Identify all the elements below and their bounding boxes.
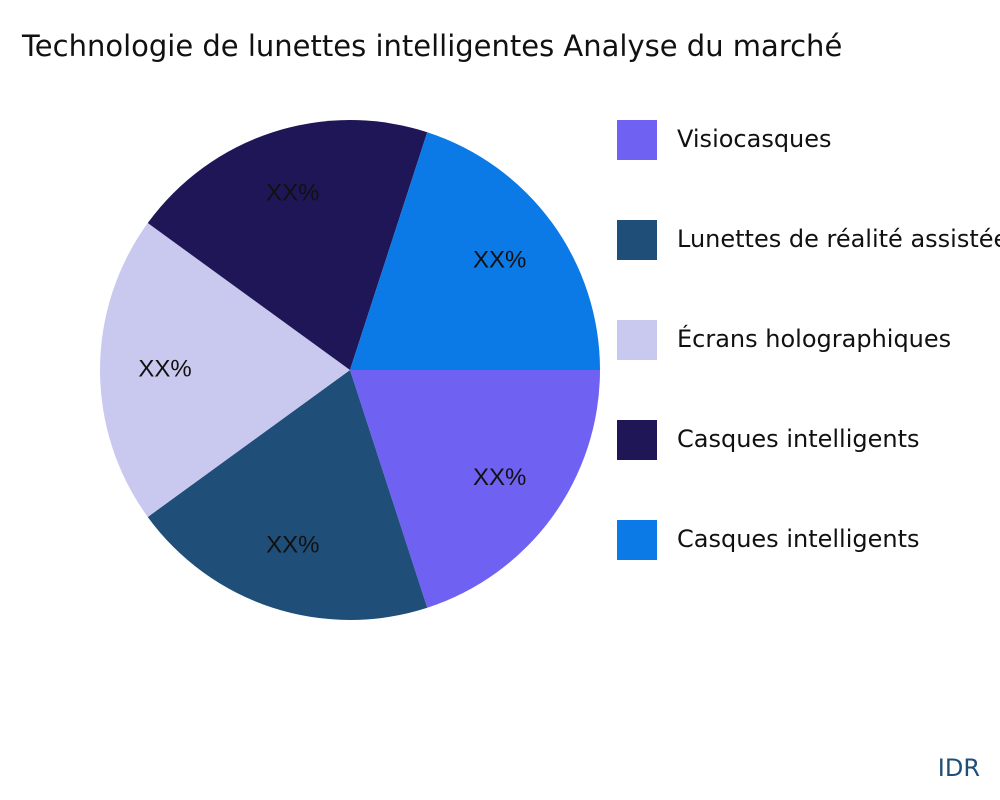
slice-label: XX% [473,464,526,491]
legend-swatch [617,320,657,360]
slice-label: XX% [473,247,526,274]
legend-label: Écrans holographiques [677,324,951,353]
legend-label: Visiocasques [677,125,832,153]
chart-title: Technologie de lunettes intelligentes An… [21,29,842,63]
legend-label: Casques intelligents [677,425,920,453]
slice-label: XX% [138,355,191,382]
pie-slice [147,370,428,620]
legend-swatch [617,420,657,460]
pie-slice [350,132,600,370]
source: IDR [938,754,980,782]
legend-label: Casques intelligents [677,525,920,553]
pie-slice [100,223,350,517]
legend-swatch [617,220,657,260]
slice-label: XX% [266,179,319,206]
legend-swatch [617,520,657,560]
slice-label: XX% [266,531,319,558]
legend-label: Lunettes de réalité assistée [677,225,1000,253]
legend-swatch [617,120,657,160]
pie-slice [147,120,428,370]
pie-slice [350,370,600,608]
